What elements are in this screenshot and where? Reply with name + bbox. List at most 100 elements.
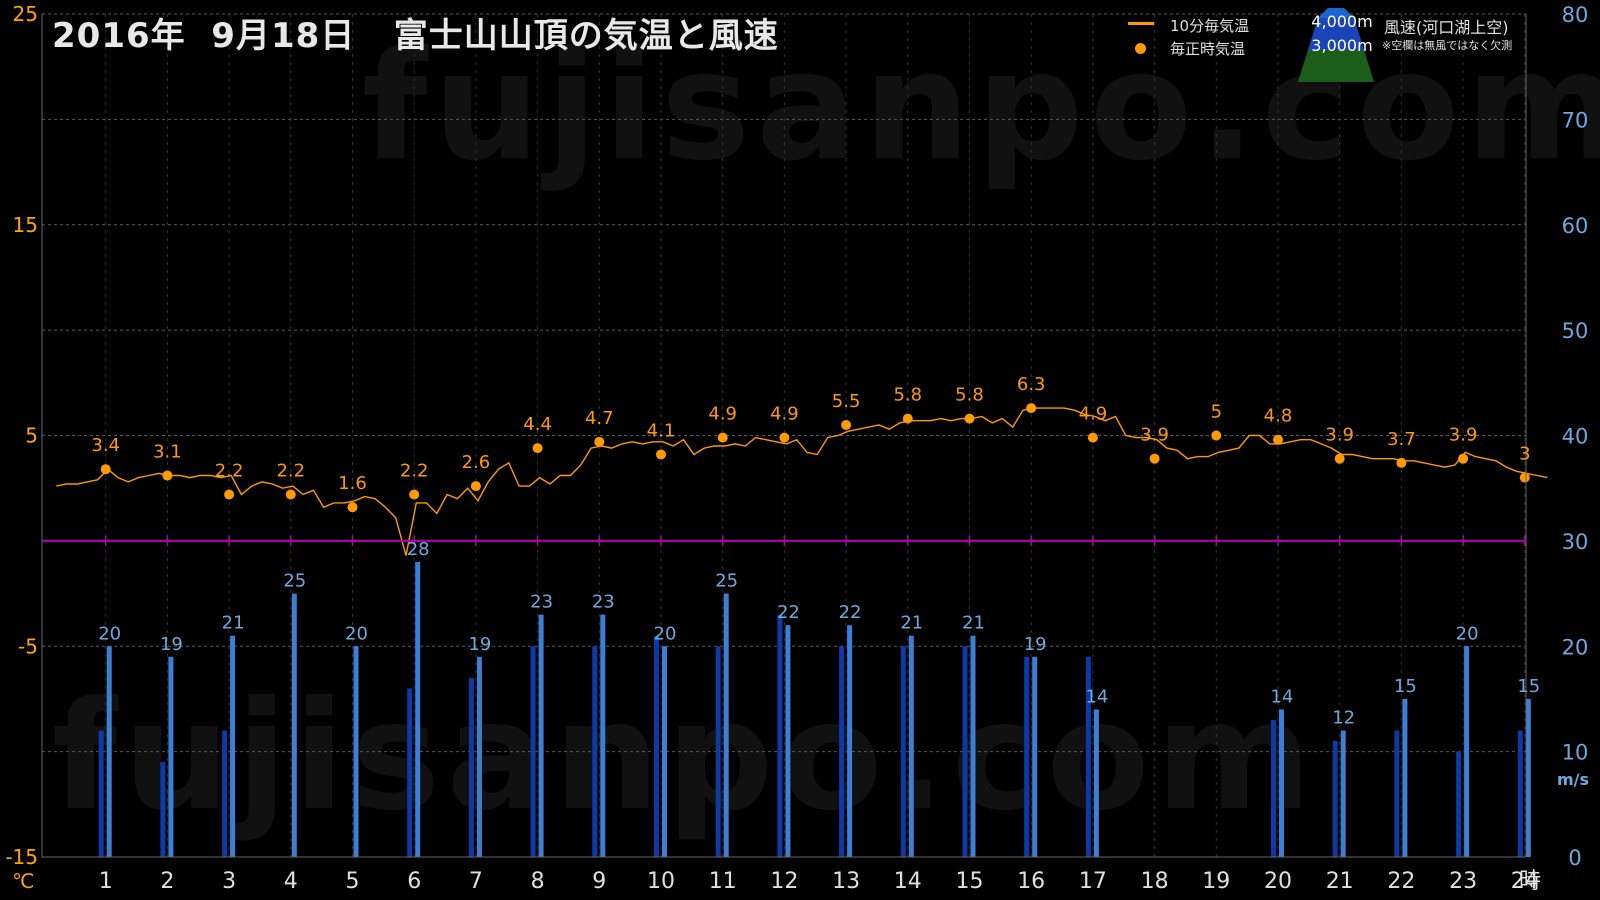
hourly-temp-dot	[162, 470, 173, 481]
wind-4000m-bar	[908, 635, 914, 857]
wind-3000m-bar	[98, 730, 104, 857]
legend-wind-label: 風速(河口湖上空)	[1384, 18, 1509, 37]
legend-temp10-swatch	[1128, 22, 1154, 25]
x-tick-label: 15	[956, 869, 984, 894]
wind-4000m-label: 21	[962, 613, 985, 634]
wind-4000m-label: 20	[1456, 623, 1479, 644]
hourly-temp-label: 2.2	[276, 461, 305, 482]
hourly-temp-label: 5.5	[832, 391, 861, 412]
wind-3000m-bar	[592, 646, 598, 857]
x-tick-label: 7	[469, 869, 483, 894]
left-axis-unit: ℃	[12, 869, 34, 893]
x-tick-label: 17	[1079, 869, 1107, 894]
x-tick-label: 8	[531, 869, 545, 894]
hourly-temp-dot	[100, 464, 111, 475]
x-tick-label: 14	[894, 869, 922, 894]
right-tick-label: 10	[1562, 741, 1589, 765]
hourly-temp-label: 2.6	[462, 452, 491, 473]
legend-alt-3000: 3,000m	[1311, 36, 1373, 55]
hourly-temp-label: 2.2	[400, 461, 429, 482]
hourly-temp-label: 4.7	[585, 408, 614, 429]
hourly-temp-dot	[1211, 430, 1222, 441]
wind-4000m-bars	[106, 561, 1531, 857]
wind-4000m-label: 22	[839, 602, 862, 623]
hourly-temp-label: 5.8	[893, 385, 922, 406]
left-tick-label: 15	[13, 213, 38, 237]
wind-4000m-bar	[1093, 709, 1099, 857]
hourly-temp-label: 3.9	[1140, 425, 1169, 446]
hourly-temp-dot	[470, 481, 481, 492]
x-tick-label: 5	[346, 869, 360, 894]
wind-4000m-bar	[476, 656, 482, 857]
x-tick-label: 18	[1141, 869, 1169, 894]
wind-4000m-bar	[1402, 698, 1408, 857]
wind-4000m-label: 19	[1024, 634, 1047, 655]
wind-3000m-bar	[654, 635, 659, 857]
left-tick-label: -5	[18, 634, 38, 658]
wind-3000m-bar	[468, 677, 474, 857]
hourly-temp-label: 3.4	[91, 435, 120, 456]
wind-3000m-bar	[777, 614, 783, 857]
wind-4000m-bar	[415, 561, 421, 857]
x-tick-label: 22	[1387, 869, 1415, 894]
wind-3000m-bar	[962, 646, 968, 857]
left-tick-label: -15	[5, 845, 38, 869]
wind-3000m-bar	[1456, 751, 1462, 857]
hourly-temp-label: 4.9	[1079, 404, 1108, 425]
wind-4000m-label: 22	[777, 602, 800, 623]
wind-4000m-bar	[847, 625, 853, 857]
hourly-temp-dot	[224, 489, 235, 500]
hourly-temp-dot	[1396, 457, 1407, 468]
wind-4000m-label: 19	[468, 634, 491, 655]
x-tick-label: 1	[99, 869, 113, 894]
x-tick-label: 4	[284, 869, 298, 894]
right-tick-label: 60	[1562, 214, 1589, 238]
x-tick-label: 16	[1017, 869, 1045, 894]
hourly-temp-dot	[779, 432, 790, 443]
right-axis-unit: m/s	[1557, 770, 1589, 789]
hourly-temp-label: 4.1	[647, 420, 676, 441]
hourly-temp-series	[100, 403, 1530, 513]
wind-3000m-bar	[222, 730, 228, 857]
right-tick-label: 70	[1562, 108, 1589, 132]
wind-4000m-bar	[230, 635, 236, 857]
x-tick-label: 13	[832, 869, 860, 894]
hourly-temp-label: 3.9	[1449, 425, 1478, 446]
wind-4000m-label: 14	[1271, 686, 1294, 707]
wind-4000m-bar	[723, 593, 729, 857]
right-tick-label: 40	[1562, 425, 1589, 449]
watermark-bottom: fujisanpo.com	[52, 670, 1318, 844]
x-tick-label: 3	[222, 869, 236, 894]
wind-4000m-label: 28	[407, 539, 430, 560]
x-tick-label: 21	[1326, 869, 1354, 894]
hourly-temp-dot	[1026, 403, 1037, 414]
hourly-temp-label: 3.1	[153, 442, 182, 463]
hourly-temp-dot	[964, 413, 975, 424]
legend-hourly-label: 毎正時気温	[1170, 40, 1246, 58]
hourly-temp-label: 4.9	[708, 404, 737, 425]
wind-3000m-bar	[1024, 656, 1030, 857]
wind-4000m-bar	[291, 593, 297, 857]
wind-4000m-label: 21	[222, 613, 245, 634]
hourly-temp-label: 5	[1211, 402, 1222, 423]
x-tick-label: 12	[770, 869, 798, 894]
wind-3000m-bars	[98, 614, 1523, 857]
legend-alt-4000: 4,000m	[1311, 12, 1373, 31]
wind-4000m-bar	[106, 646, 112, 857]
hourly-temp-dot	[347, 502, 358, 513]
hourly-temp-label: 1.6	[338, 473, 367, 494]
right-tick-label: 0	[1568, 846, 1581, 870]
data-labels: 20 19 21 25 20 28 19 23 23 20 25 22 22 21 21 19 14 14 12 15…	[91, 374, 1540, 728]
hourly-temp-label: 3.9	[1325, 425, 1354, 446]
hourly-temp-label: 3	[1519, 444, 1530, 465]
legend-hourly-swatch	[1135, 43, 1146, 54]
x-tick-label: 10	[647, 869, 675, 894]
hourly-temp-dot	[1087, 432, 1098, 443]
x-tick-label: 24	[1511, 869, 1539, 894]
wind-3000m-bar	[1271, 720, 1276, 857]
temp-10min-line	[56, 407, 1548, 556]
hourly-temp-label: 6.3	[1017, 374, 1046, 395]
right-tick-label: 20	[1562, 635, 1589, 659]
x-axis-unit: 時	[1519, 869, 1541, 894]
